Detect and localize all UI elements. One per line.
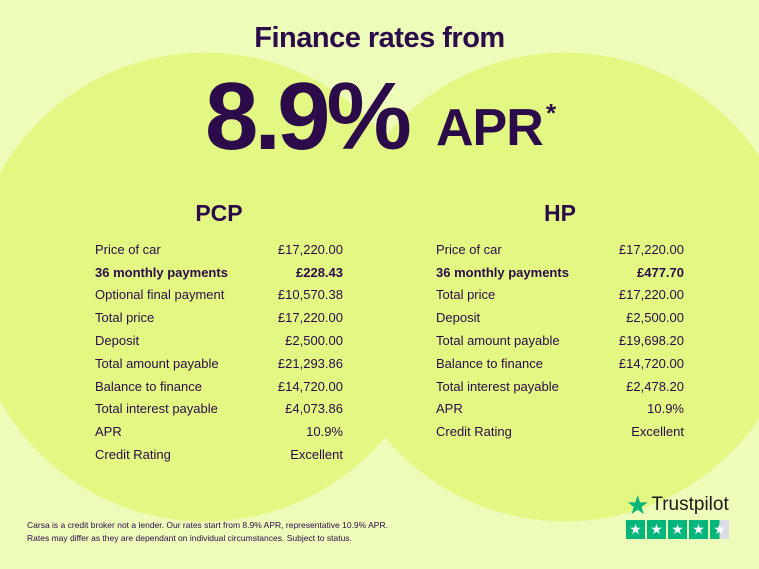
- row-value: £2,500.00: [626, 310, 684, 326]
- table-row: Price of car £17,220.00: [95, 238, 343, 261]
- row-label: Total price: [95, 310, 155, 326]
- disclaimer-line-2: Rates may differ as they are dependant o…: [27, 533, 352, 543]
- table-row: Total interest payable £4,073.86: [95, 398, 343, 421]
- row-value: £228.43: [296, 264, 343, 280]
- apr-label: APR: [436, 99, 544, 157]
- table-row: Balance to finance £14,720.00: [95, 375, 343, 398]
- table-row: Total amount payable £19,698.20: [436, 329, 684, 352]
- row-label: Total interest payable: [436, 378, 559, 394]
- headline: Finance rates from: [254, 22, 505, 54]
- row-label: Credit Rating: [95, 447, 171, 463]
- row-label: Total amount payable: [95, 355, 219, 371]
- disclaimer-line-1: Carsa is a credit broker not a lender. O…: [27, 520, 388, 530]
- table-row: Deposit £2,500.00: [95, 329, 343, 352]
- row-value: £477.70: [637, 264, 684, 280]
- row-value: £17,220.00: [618, 241, 684, 257]
- row-label: Price of car: [436, 241, 502, 257]
- hp-title: HP: [544, 200, 576, 226]
- row-label: 36 monthly payments: [436, 264, 569, 280]
- table-row: 36 monthly payments £477.70: [436, 261, 684, 284]
- hp-table: HP Price of car £17,220.00 36 monthly paym…: [436, 200, 684, 443]
- row-label: Optional final payment: [95, 287, 225, 303]
- row-value: 10.9%: [306, 424, 343, 440]
- row-value: £17,220.00: [277, 310, 343, 326]
- rating-star-icon: ★: [668, 520, 687, 539]
- row-value: £17,220.00: [618, 287, 684, 303]
- table-row: Balance to finance £14,720.00: [436, 352, 684, 375]
- row-label: Total interest payable: [95, 401, 218, 417]
- trustpilot-name: Trustpilot: [651, 494, 729, 515]
- row-label: Balance to finance: [436, 355, 543, 371]
- table-row: Total interest payable £2,478.20: [436, 375, 684, 398]
- row-value: £14,720.00: [277, 378, 343, 394]
- row-value: £2,478.20: [626, 378, 684, 394]
- rate-value: 8.9%: [205, 63, 412, 170]
- rating-star-icon: ★: [689, 520, 708, 539]
- row-value: £10,570.38: [277, 287, 343, 303]
- row-value: £2,500.00: [285, 333, 343, 349]
- row-label: Deposit: [95, 333, 140, 349]
- row-label: Total amount payable: [436, 333, 560, 349]
- asterisk: *: [546, 98, 557, 128]
- table-row: Total price £17,220.00: [95, 306, 343, 329]
- table-row: Total amount payable £21,293.86: [95, 352, 343, 375]
- row-value: £4,073.86: [285, 401, 343, 417]
- trustpilot-rating: ★ ★ ★ ★ ★: [626, 520, 729, 539]
- row-value: £21,293.86: [277, 355, 343, 371]
- row-value: £19,698.20: [618, 333, 684, 349]
- row-label: 36 monthly payments: [95, 264, 228, 280]
- table-row: Price of car £17,220.00: [436, 238, 684, 261]
- table-row: Optional final payment £10,570.38: [95, 284, 343, 307]
- rating-star-icon: ★: [647, 520, 666, 539]
- pcp-title: PCP: [195, 200, 243, 226]
- row-label: Balance to finance: [95, 378, 202, 394]
- trustpilot-star-icon: ★: [626, 490, 650, 520]
- table-row: Credit Rating Excellent: [436, 420, 684, 443]
- row-value: Excellent: [631, 424, 684, 440]
- row-label: APR: [436, 401, 463, 417]
- row-value: 10.9%: [647, 401, 684, 417]
- rating-star-icon: ★: [626, 520, 645, 539]
- table-row: Credit Rating Excellent: [95, 443, 343, 466]
- table-row: 36 monthly payments £228.43: [95, 261, 343, 284]
- disclaimer: Carsa is a credit broker not a lender. O…: [27, 519, 388, 545]
- table-row: Deposit £2,500.00: [436, 306, 684, 329]
- row-value: Excellent: [290, 447, 343, 463]
- table-row: Total price £17,220.00: [436, 284, 684, 307]
- pcp-table: PCP Price of car £17,220.00 36 monthly pay…: [95, 200, 343, 466]
- table-row: APR 10.9%: [95, 420, 343, 443]
- trustpilot-badge[interactable]: ★ Trustpilot ★ ★ ★ ★ ★: [626, 490, 729, 539]
- row-label: Price of car: [95, 241, 161, 257]
- table-row: APR 10.9%: [436, 398, 684, 421]
- row-value: £17,220.00: [277, 241, 343, 257]
- row-label: Total price: [436, 287, 496, 303]
- row-label: APR: [95, 424, 122, 440]
- row-label: Credit Rating: [436, 424, 512, 440]
- row-value: £14,720.00: [618, 355, 684, 371]
- row-label: Deposit: [436, 310, 481, 326]
- rating-star-icon: ★: [710, 520, 729, 539]
